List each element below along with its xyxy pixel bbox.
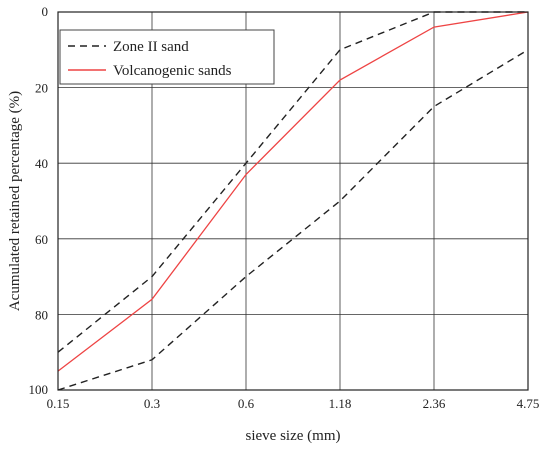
legend-box	[59, 29, 275, 85]
tick-labels: 0.15 0.3 0.6 1.18 2.36 4.75 0 20 40 60 80 100	[29, 4, 540, 411]
legend-label-volcanogenic: Volcanogenic sands	[113, 63, 232, 79]
y-tick-label: 0	[42, 4, 49, 19]
legend: Zone II sand Volcanogenic sands	[59, 29, 275, 85]
y-tick-label: 40	[35, 156, 48, 171]
plot-frame	[57, 11, 529, 391]
x-tick-label: 2.36	[423, 396, 446, 411]
x-tick-label: 1.18	[329, 396, 352, 411]
series-line-volcanogenic-sands	[57, 11, 529, 372]
y-tick-label: 100	[29, 382, 49, 397]
y-tick-label: 20	[35, 81, 48, 96]
x-axis-label: sieve size (mm)	[246, 428, 341, 444]
x-tick-label: 0.6	[238, 396, 255, 411]
legend-label-zone-ii: Zone II sand	[113, 39, 189, 55]
series-line-lower-limit	[57, 49, 529, 391]
y-axis-label: Acumulated retained percentage (%)	[7, 91, 23, 311]
x-tick-label: 0.3	[144, 396, 160, 411]
y-tick-label: 60	[35, 232, 48, 247]
x-tick-label: 4.75	[517, 396, 540, 411]
y-tick-label: 80	[35, 307, 48, 322]
x-tick-label: 0.15	[47, 396, 70, 411]
